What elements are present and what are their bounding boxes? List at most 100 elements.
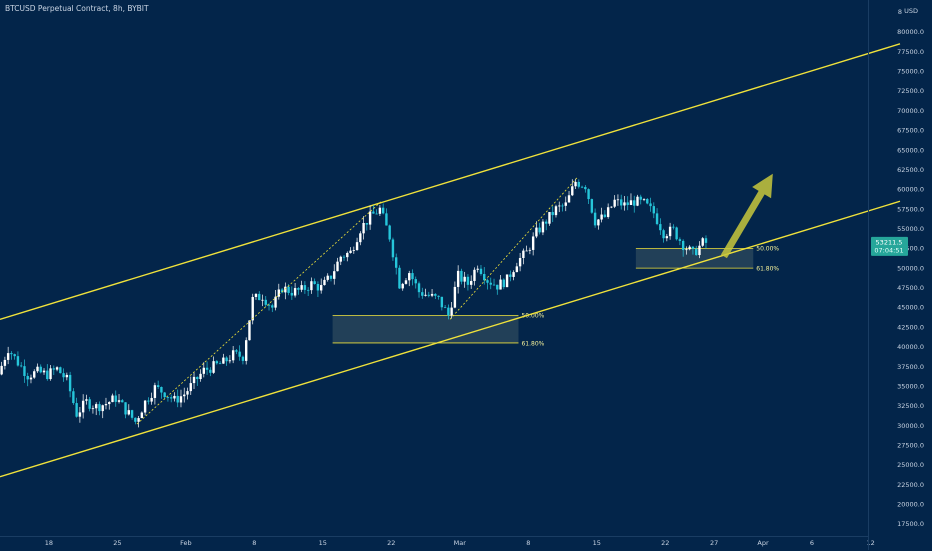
candle-body — [23, 366, 26, 376]
candle-body — [447, 307, 450, 316]
channel-lower-line[interactable] — [0, 200, 901, 478]
price-axis[interactable] — [868, 0, 932, 550]
channel-upper-line[interactable] — [0, 43, 901, 320]
y-tick-label: 77500.0 — [897, 48, 924, 56]
candle-body — [104, 404, 108, 406]
candle-body — [499, 279, 502, 290]
candle-body — [264, 299, 267, 305]
candle-body — [496, 284, 499, 290]
candle-body — [218, 363, 222, 365]
fib-zone-1[interactable] — [332, 315, 519, 343]
candle-body — [78, 412, 82, 417]
x-tick-label: 12 — [867, 539, 875, 547]
candle-body — [36, 366, 39, 372]
y-tick-label: 52500.0 — [897, 245, 924, 253]
candle-body — [284, 286, 287, 293]
candle-body — [251, 296, 254, 321]
candle-body — [306, 289, 310, 291]
candle-body — [98, 404, 101, 412]
candle-body — [688, 246, 691, 250]
candle-body — [326, 275, 329, 280]
candle-body — [469, 280, 473, 285]
candle-body — [238, 351, 241, 357]
candle-body — [587, 189, 590, 200]
candle-body — [574, 181, 577, 187]
candle-body — [603, 214, 607, 217]
candle-body — [160, 386, 163, 393]
chart-title: BTCUSD Perpetual Contract, 8h, BYBIT — [5, 4, 149, 13]
candle-body — [258, 293, 261, 301]
candle-body — [509, 274, 512, 277]
x-tick-label: Feb — [180, 539, 192, 547]
candle-body — [531, 236, 535, 250]
time-axis[interactable] — [0, 536, 868, 551]
candle-body — [597, 219, 600, 226]
candle-body — [274, 296, 277, 308]
candle-body — [189, 383, 192, 392]
y-tick-label: 60000.0 — [897, 186, 924, 194]
candle-body — [473, 269, 476, 281]
fib-label-618: 61.80% — [521, 340, 544, 347]
candle-body — [528, 249, 532, 251]
candle-body — [636, 196, 639, 206]
candle-body — [698, 245, 701, 256]
candle-body — [228, 360, 232, 362]
candle-body — [166, 397, 170, 398]
candle-body — [108, 402, 111, 405]
y-tick-label: 65000.0 — [897, 146, 924, 154]
candle-body — [231, 350, 235, 361]
candle-body — [486, 280, 489, 283]
candle-body — [561, 205, 564, 207]
candle-body — [649, 203, 652, 207]
candle-body — [143, 400, 147, 413]
candle-body — [29, 377, 33, 380]
candle-body — [668, 226, 672, 237]
candle-body — [81, 400, 85, 413]
candle-body — [456, 270, 460, 287]
candle-body — [49, 368, 52, 380]
x-tick-label: 27 — [710, 539, 718, 547]
candle-body — [235, 350, 238, 352]
candle-body — [6, 353, 10, 360]
candle-body — [505, 274, 509, 288]
candle-body — [388, 225, 391, 240]
candle-body — [16, 356, 20, 366]
y-tick-label: 40000.0 — [897, 343, 924, 351]
projection-arrow[interactable] — [720, 173, 773, 259]
candle-body — [59, 367, 62, 374]
candle-body — [101, 405, 104, 412]
candle-body — [137, 418, 140, 422]
fib-label-50: 50.00% — [756, 245, 779, 252]
fib-label-618: 61.80% — [756, 266, 779, 273]
price-tag-value: 53211.5 — [876, 238, 903, 246]
candle-body — [623, 202, 626, 206]
candle-body — [111, 395, 114, 403]
candle-body — [114, 395, 117, 402]
candle-body — [176, 395, 179, 403]
candle-body — [417, 283, 421, 293]
candle-body — [225, 357, 228, 362]
candle-body — [140, 412, 144, 419]
candle-body — [675, 227, 678, 240]
x-tick-label: 25 — [113, 539, 121, 547]
candle-body — [186, 391, 189, 395]
candle-body — [147, 400, 150, 402]
candle-body — [466, 276, 470, 285]
candle-body — [365, 222, 369, 225]
x-tick-label: Apr — [757, 539, 769, 547]
y-tick-label: 17500.0 — [897, 520, 924, 528]
candle-body — [300, 285, 303, 290]
candle-body — [368, 211, 372, 225]
candle-body — [277, 289, 281, 297]
candle-body — [127, 410, 131, 415]
candle-body — [391, 239, 395, 258]
candle-body — [502, 279, 506, 288]
candle-body — [88, 399, 91, 409]
candle-body — [339, 256, 342, 262]
candle-body — [352, 250, 356, 251]
y-tick-label: 62500.0 — [897, 166, 924, 174]
candle-body — [538, 227, 541, 233]
